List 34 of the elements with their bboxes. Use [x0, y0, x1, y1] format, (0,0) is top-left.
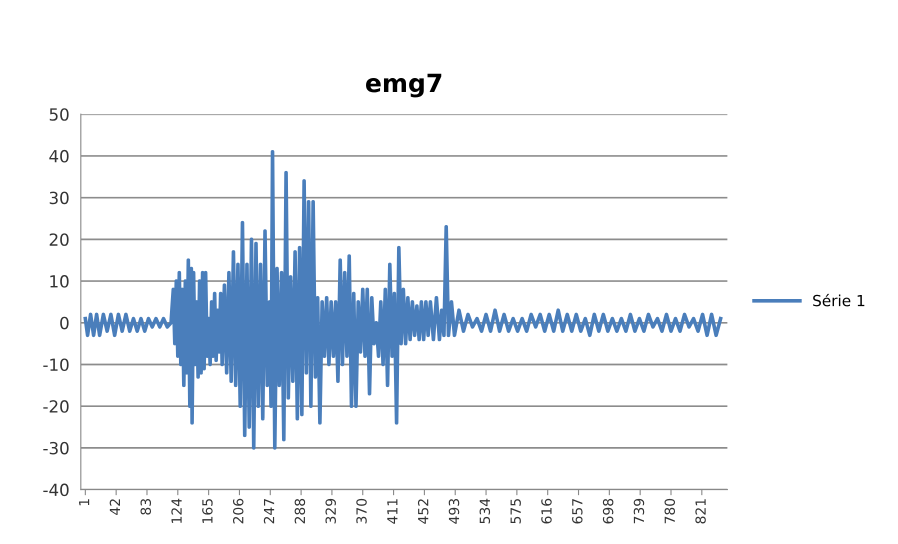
x-tick-label: 821 [695, 499, 706, 524]
y-tick-label: -20 [43, 400, 69, 413]
y-tick-label: -10 [43, 358, 69, 372]
x-tick-label: 534 [480, 498, 490, 524]
x-tick-label: 575 [510, 499, 521, 524]
x-tick-label: 411 [387, 499, 398, 524]
x-tick-label: 288 [294, 498, 306, 524]
x-tick-label: 165 [202, 499, 213, 523]
y-tick-label: -30 [43, 442, 69, 454]
chart-title: emg7 [366, 74, 442, 98]
x-tick-label: 370 [356, 498, 367, 524]
x-tick-label: 616 [541, 498, 552, 524]
y-tick-label: -40 [43, 484, 69, 496]
x-tick-label: 657 [572, 499, 583, 524]
x-tick-label: 493 [448, 499, 460, 524]
y-tick-label: 20 [50, 233, 69, 246]
x-tick-label: 698 [602, 498, 614, 524]
x-tick-label: 329 [325, 498, 336, 524]
y-tick-label: 0 [60, 316, 69, 330]
y-tick-label: 50 [50, 108, 69, 121]
x-tick-label: 124 [171, 498, 182, 523]
x-tick-label: 206 [232, 498, 244, 524]
y-tick-label: 10 [50, 275, 69, 288]
x-tick-label: 83 [140, 499, 152, 515]
x-tick-label: 739 [634, 498, 644, 524]
y-tick-label: 40 [49, 150, 69, 163]
x-tick-label: 452 [418, 499, 428, 524]
x-tick-label: 780 [664, 498, 676, 524]
y-tick-label: 30 [50, 192, 69, 204]
x-tick-label: 1 [79, 499, 90, 506]
legend-label: Série 1 [813, 294, 864, 306]
line-series [84, 150, 722, 450]
x-tick-label: 247 [264, 499, 274, 524]
x-tick-label: 42 [110, 499, 120, 515]
